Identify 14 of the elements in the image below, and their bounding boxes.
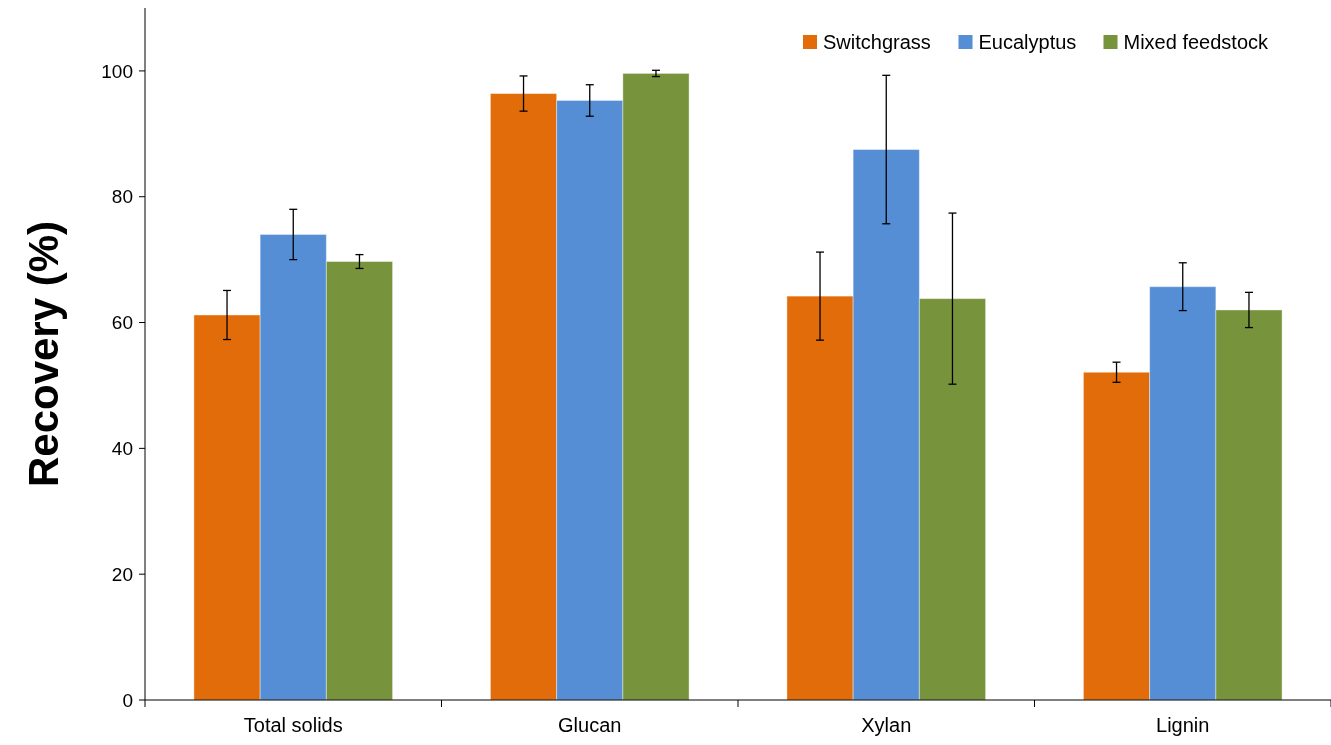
y-tick-label: 100 (101, 60, 133, 82)
y-tick-label: 0 (122, 689, 133, 711)
y-tick-label: 60 (111, 312, 133, 334)
legend-label: Eucalyptus (978, 31, 1077, 53)
x-tick-label: Glucan (558, 714, 622, 736)
y-tick-label: 20 (111, 563, 133, 585)
legend-label: Switchgrass (823, 31, 931, 53)
y-tick-label: 80 (111, 186, 133, 208)
y-axis-title: Recovery (%) (20, 220, 67, 488)
x-tick-label: Lignin (1156, 714, 1210, 736)
x-tick-label: Xylan (861, 714, 912, 736)
legend-label: Mixed feedstock (1123, 31, 1270, 53)
x-tick-label: Total solids (243, 714, 343, 736)
y-tick-label: 40 (111, 438, 133, 460)
